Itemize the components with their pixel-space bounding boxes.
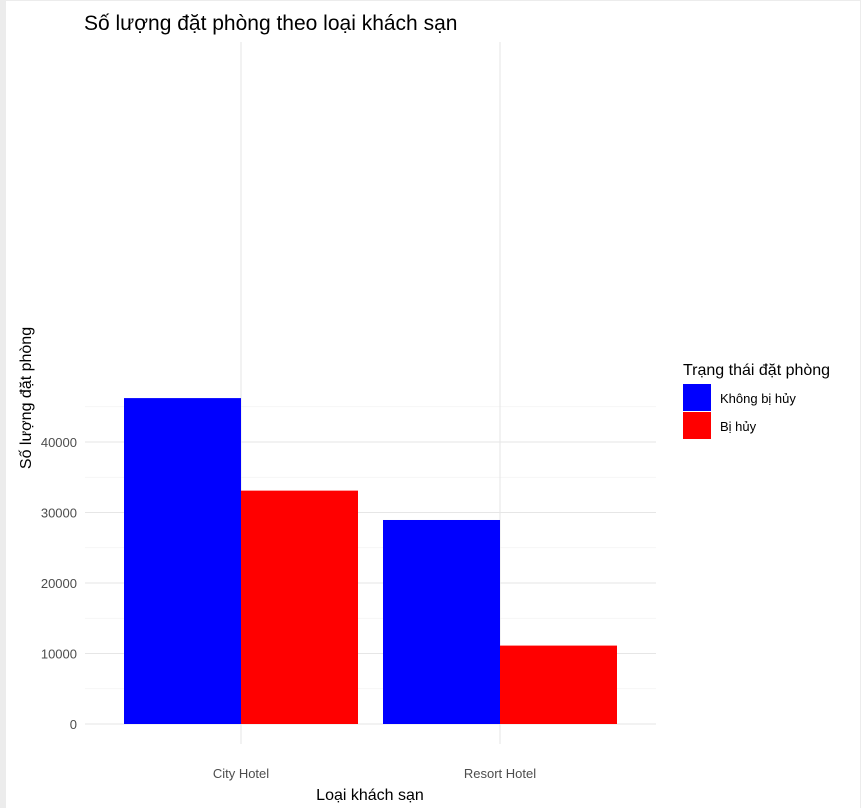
legend-label: Bị hủy: [720, 419, 757, 434]
chart-title: Số lượng đặt phòng theo loại khách sạn: [84, 12, 457, 35]
bar-canceled-resort-hotel: [500, 645, 617, 724]
y-axis-ticks: 0 10000 20000 30000 40000: [41, 435, 77, 732]
x-tick-label: City Hotel: [213, 766, 269, 781]
y-tick-label: 0: [70, 717, 77, 732]
y-axis-label: Số lượng đặt phòng: [18, 327, 35, 469]
legend-label: Không bị hủy: [720, 391, 796, 406]
bar-not-canceled-resort-hotel: [383, 519, 500, 724]
legend-swatch: [683, 412, 711, 439]
y-tick-label: 20000: [41, 576, 77, 591]
bars: [124, 398, 617, 724]
x-axis-label: Loại khách sạn: [316, 787, 424, 804]
legend: Trạng thái đặt phòng Không bị hủy Bị hủy: [683, 362, 830, 439]
legend-title: Trạng thái đặt phòng: [683, 362, 830, 379]
x-axis-ticks: City Hotel Resort Hotel: [213, 766, 536, 781]
legend-swatch: [683, 384, 711, 411]
x-tick-label: Resort Hotel: [464, 766, 536, 781]
bar-canceled-city-hotel: [241, 490, 358, 724]
bar-not-canceled-city-hotel: [124, 398, 241, 724]
y-tick-label: 40000: [41, 435, 77, 450]
y-tick-label: 30000: [41, 506, 77, 521]
y-tick-label: 10000: [41, 647, 77, 662]
